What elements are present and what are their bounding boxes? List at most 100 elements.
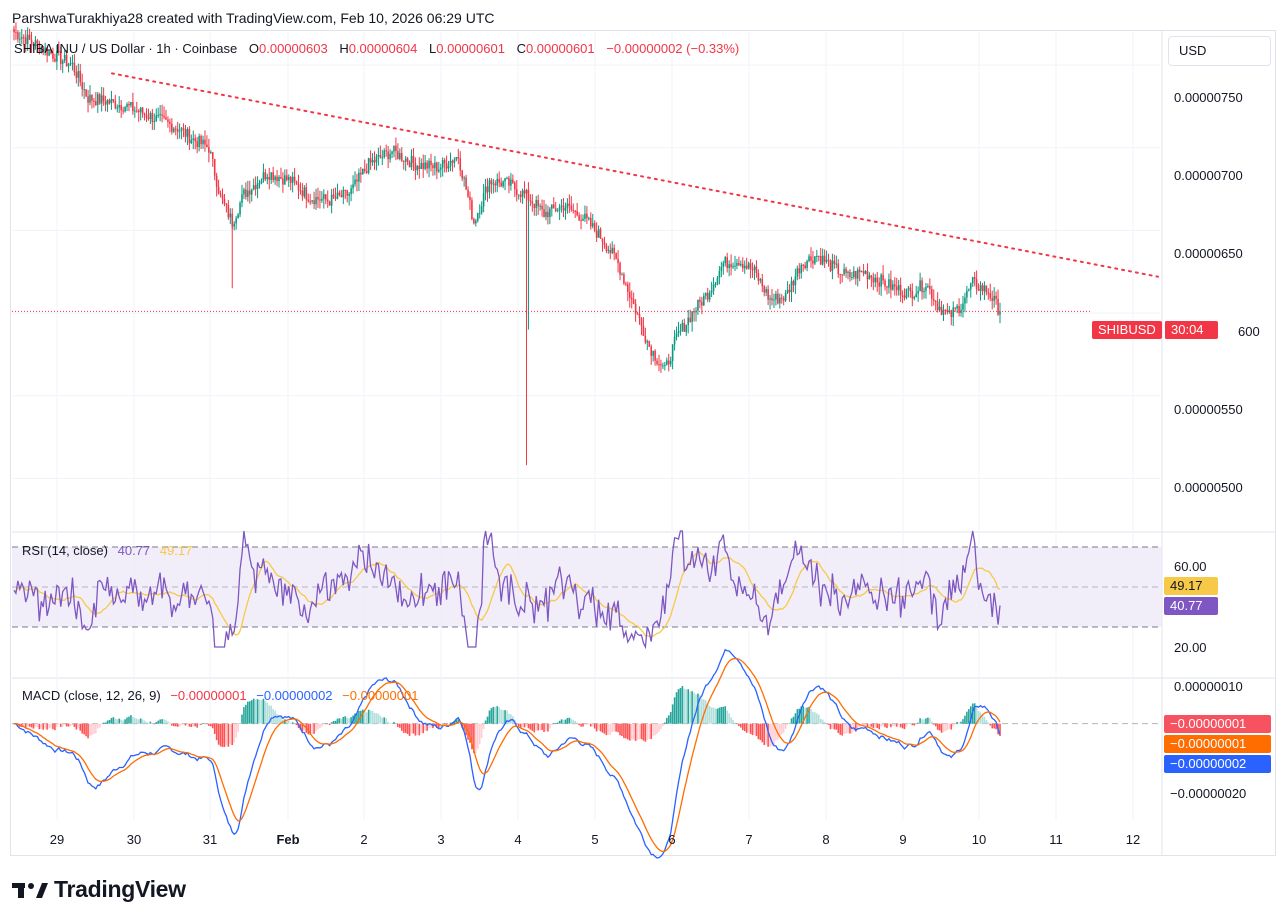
candle-body xyxy=(644,336,647,343)
candle-body xyxy=(858,269,861,273)
macd-histogram-bar xyxy=(993,723,995,729)
macd-histogram-bar xyxy=(400,723,403,731)
macd-histogram-bar xyxy=(441,723,444,725)
candle-body xyxy=(463,177,465,179)
macd-histogram-bar xyxy=(176,723,179,727)
candle-body xyxy=(956,305,958,309)
macd-histogram-bar xyxy=(609,723,612,735)
macd-histogram-bar xyxy=(710,707,713,724)
candle-body xyxy=(679,330,682,332)
candle-body xyxy=(227,204,230,218)
macd-histogram-bar xyxy=(570,718,573,724)
candle-body xyxy=(130,102,132,106)
candle-body xyxy=(176,128,179,132)
macd-histogram-bar xyxy=(395,723,397,724)
candle-body xyxy=(615,253,617,259)
macd-histogram-bar xyxy=(217,723,220,745)
macd-histogram-bar xyxy=(404,723,407,733)
candle-body xyxy=(87,96,89,103)
macd-histogram-bar xyxy=(295,723,298,726)
candle-body xyxy=(936,301,939,311)
macd-histogram-bar xyxy=(835,723,838,730)
macd-histogram-bar xyxy=(728,713,730,724)
rsi-title[interactable]: RSI (14, close) xyxy=(22,543,108,558)
macd-title[interactable]: MACD (close, 12, 26, 9) xyxy=(22,688,161,703)
macd-histogram-bar xyxy=(843,723,845,734)
currency-selector[interactable]: USD xyxy=(1168,36,1271,66)
candle-body xyxy=(278,176,280,182)
macd-histogram-bar xyxy=(741,723,744,731)
candle-body xyxy=(346,190,349,196)
candle-body xyxy=(973,277,976,280)
macd-histogram-bar xyxy=(447,723,450,725)
candle-body xyxy=(198,136,200,147)
macd-histogram-bar xyxy=(319,723,321,729)
candle-body xyxy=(184,129,187,137)
candle-body xyxy=(660,364,662,366)
candle-body xyxy=(570,205,573,210)
candle-body xyxy=(270,172,273,180)
candle-body xyxy=(893,284,896,287)
macd-histogram-bar xyxy=(808,706,810,724)
macd-histogram-bar xyxy=(533,723,536,733)
macd-histogram-bar xyxy=(145,721,148,724)
macd-histogram-bar xyxy=(478,723,481,745)
candle-body xyxy=(798,268,801,274)
macd-histogram-bar xyxy=(958,722,960,724)
candle-body xyxy=(426,162,428,169)
candle-body xyxy=(993,295,995,301)
macd-histogram-bar xyxy=(108,719,111,724)
candle-body xyxy=(584,213,586,219)
candle-body xyxy=(880,274,882,287)
candle-body xyxy=(884,280,886,287)
candle-body xyxy=(15,32,17,34)
macd-histogram-bar xyxy=(757,723,760,740)
date-tick: 4 xyxy=(514,832,522,847)
candle-body xyxy=(704,292,707,296)
macd-histogram-bar xyxy=(654,723,656,736)
candle-body xyxy=(790,281,793,293)
macd-histogram-bar xyxy=(482,723,485,729)
macd-histogram-bar xyxy=(354,713,356,724)
candle-body xyxy=(564,208,567,211)
candle-body xyxy=(434,162,436,169)
candle-body xyxy=(276,176,278,182)
macd-histogram-bar xyxy=(917,722,919,724)
candle-body xyxy=(447,166,450,169)
candle-body xyxy=(903,295,906,298)
date-tick: 30 xyxy=(126,832,142,847)
macd-histogram-bar xyxy=(260,700,263,724)
candle-body xyxy=(190,139,193,144)
candle-body xyxy=(950,310,953,318)
macd-histogram-bar xyxy=(819,719,822,724)
candle-body xyxy=(515,189,518,195)
candle-body xyxy=(412,155,415,163)
candle-body xyxy=(36,40,39,44)
candle-body xyxy=(182,128,185,130)
macd-histogram-bar xyxy=(420,723,423,734)
tradingview-logo[interactable]: TradingView xyxy=(12,876,186,903)
candle-body xyxy=(506,177,508,179)
candle-body xyxy=(779,297,781,304)
macd-histogram-bar xyxy=(856,723,859,729)
macd-histogram-bar xyxy=(190,723,193,728)
macd-histogram-bar xyxy=(373,712,376,724)
candle-body xyxy=(430,160,432,166)
candle-body xyxy=(870,275,873,278)
macd-histogram-bar xyxy=(623,723,625,739)
candle-body xyxy=(794,276,797,286)
macd-histogram-bar xyxy=(634,723,637,741)
macd-histogram-bar xyxy=(122,720,124,724)
candle-body xyxy=(628,291,631,298)
candle-body xyxy=(478,212,481,214)
macd-histogram-bar xyxy=(640,723,643,740)
candle-body xyxy=(697,299,699,311)
macd-histogram-bar xyxy=(208,723,210,726)
candle-body xyxy=(363,168,366,172)
symbol-label[interactable]: SHIBA INU / US Dollar · 1h · Coinbase xyxy=(14,41,238,56)
macd-histogram-bar xyxy=(402,723,405,733)
candle-body xyxy=(461,170,463,179)
candle-body xyxy=(687,317,690,325)
candle-body xyxy=(473,219,475,224)
